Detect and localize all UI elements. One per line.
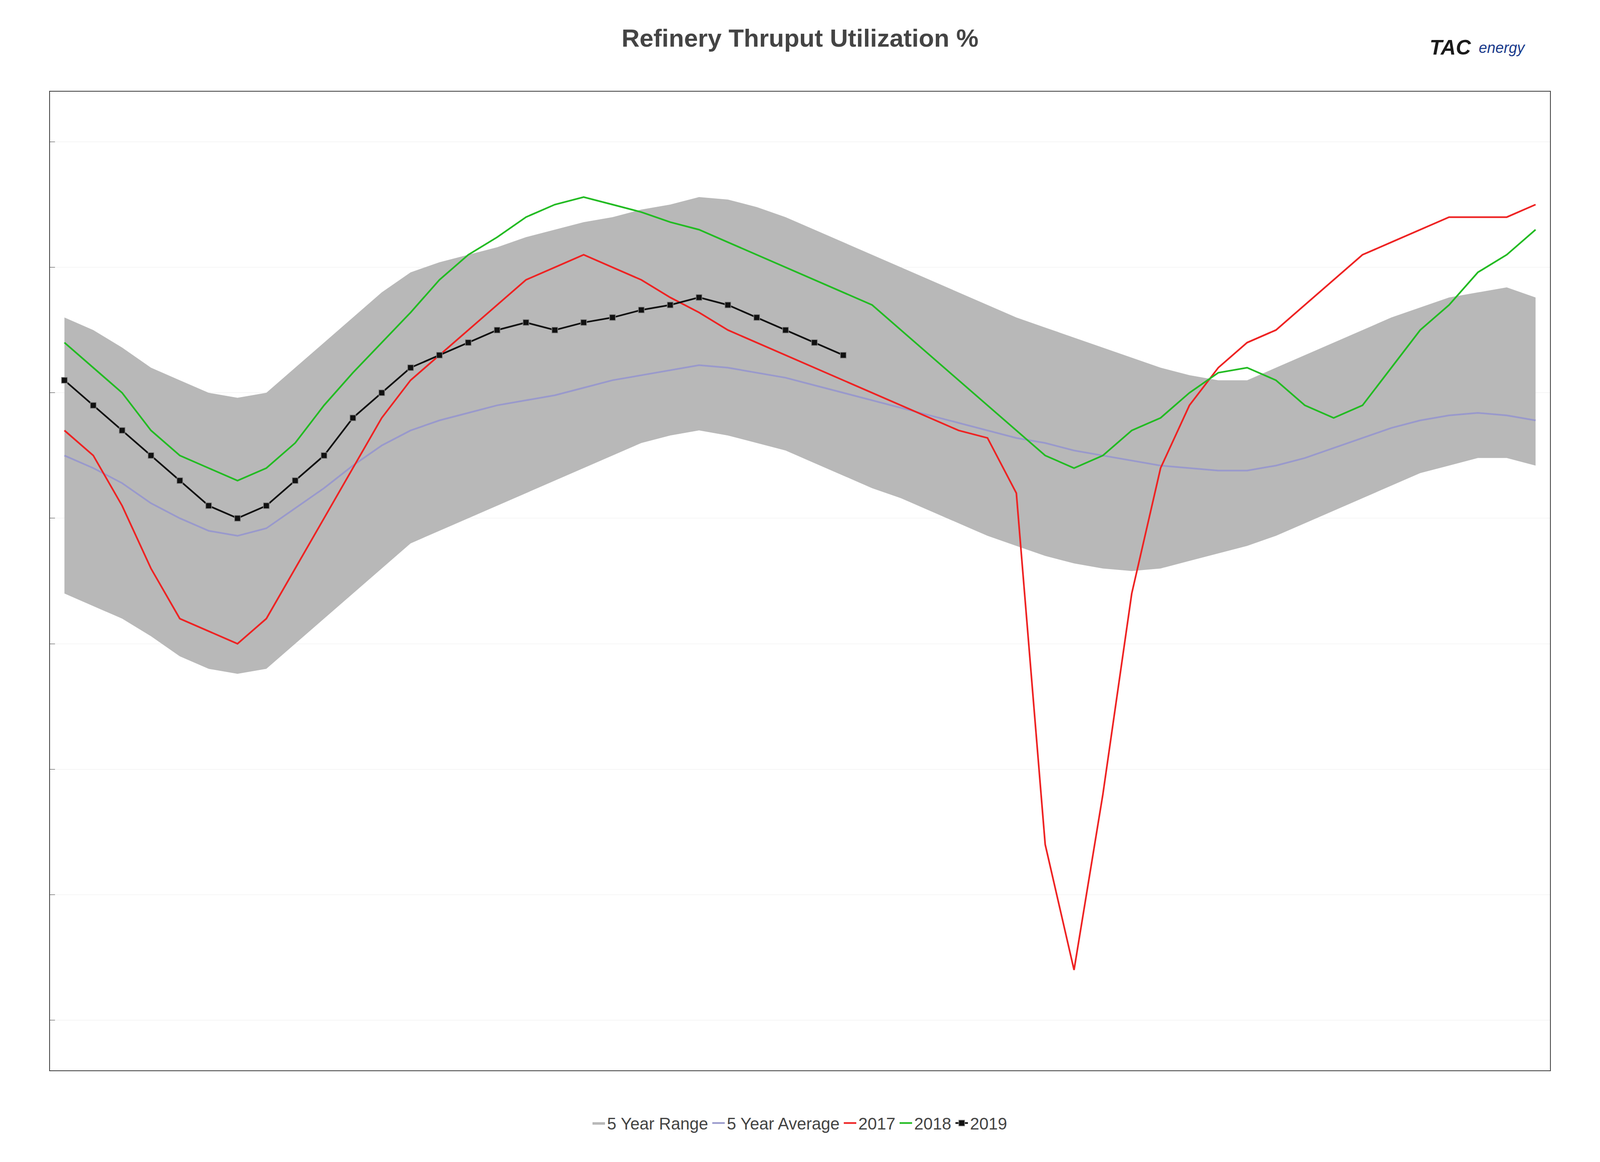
svg-text:Refinery Thruput Utilization %: Refinery Thruput Utilization % bbox=[621, 24, 979, 53]
svg-text:2018: 2018 bbox=[914, 1114, 952, 1133]
svg-text:TAC: TAC bbox=[1429, 35, 1472, 60]
svg-text:2019: 2019 bbox=[970, 1114, 1008, 1133]
svg-text:5 Year Average: 5 Year Average bbox=[726, 1114, 840, 1133]
svg-text:5 Year Range: 5 Year Range bbox=[607, 1114, 708, 1133]
svg-text:2017: 2017 bbox=[858, 1114, 896, 1133]
svg-text:energy: energy bbox=[1478, 39, 1526, 57]
